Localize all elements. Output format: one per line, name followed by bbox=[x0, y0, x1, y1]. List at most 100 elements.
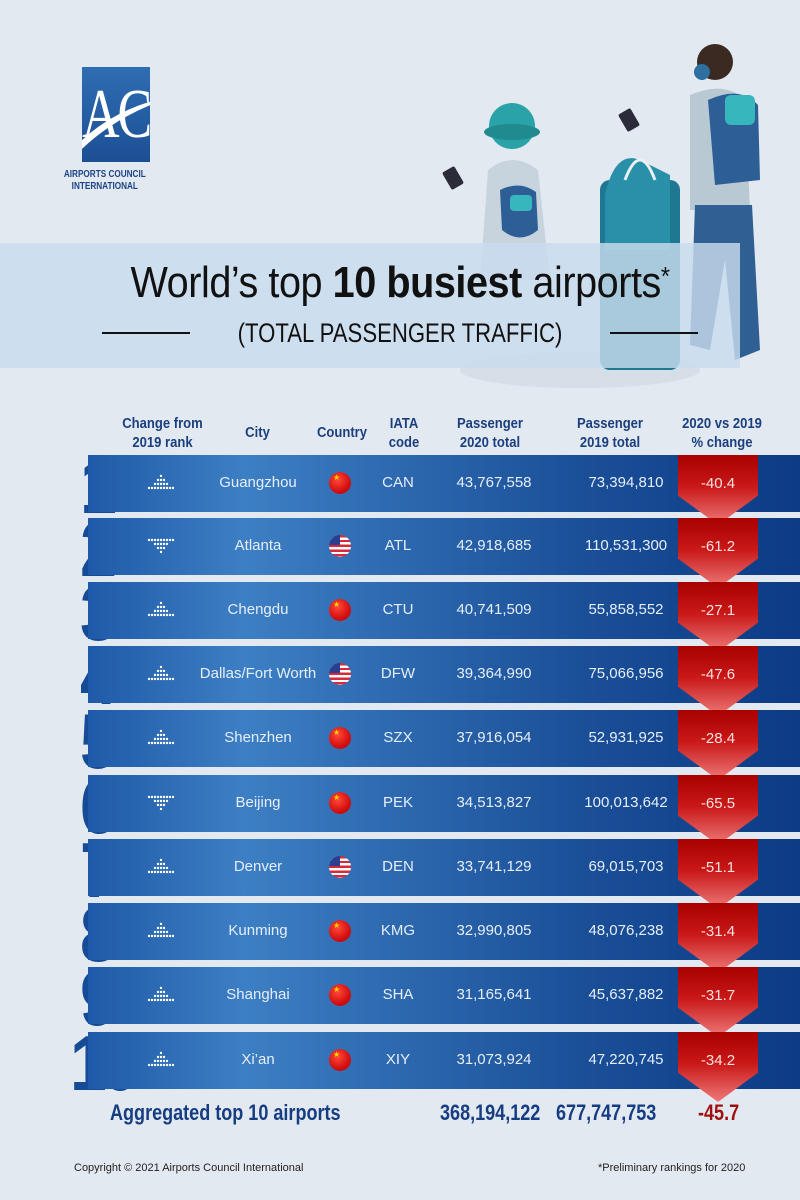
passengers-2020: 31,165,641 bbox=[456, 986, 532, 1003]
table-row: Dallas/Fort Worth DFW 39,364,990 75,066,956… bbox=[88, 646, 800, 716]
page-title: World’s top 10 busiest airports* bbox=[40, 258, 760, 308]
page-subtitle: (TOTAL PASSENGER TRAFFIC) bbox=[102, 313, 698, 353]
iata-code: CTU bbox=[382, 601, 414, 618]
city: Guangzhou bbox=[219, 474, 297, 491]
aci-logo: ACI bbox=[82, 67, 152, 163]
passengers-2019: 75,066,956 bbox=[588, 665, 664, 682]
passengers-2020: 33,741,129 bbox=[456, 858, 532, 875]
flag-cn-icon bbox=[329, 984, 351, 1006]
pct-change-down-arrow-icon: -31.4 bbox=[678, 903, 758, 973]
col-head-pct-line2: % change bbox=[691, 435, 753, 451]
table-row: Atlanta ATL 42,918,685 110,531,300 -61.2 bbox=[88, 518, 800, 588]
col-head-p2020-line2: 2020 total bbox=[459, 435, 521, 451]
subtitle-text: (TOTAL PASSENGER TRAFFIC) bbox=[237, 317, 563, 348]
pct-change-down-arrow-icon: -34.2 bbox=[678, 1032, 758, 1102]
title-bold: 10 busiest bbox=[332, 258, 523, 307]
col-head-p2019-line1: Passenger bbox=[576, 416, 644, 432]
city: Xi’an bbox=[241, 1051, 275, 1068]
subtitle-rule-left bbox=[102, 332, 190, 334]
flag-cn-icon bbox=[329, 792, 351, 814]
col-head-iata: IATA code bbox=[379, 415, 429, 453]
pct-change: -47.6 bbox=[700, 666, 736, 683]
flag-cn-icon bbox=[329, 1049, 351, 1071]
flag-us-icon bbox=[329, 663, 351, 685]
title-pre: World’s top bbox=[130, 258, 333, 307]
passengers-2019: 100,013,642 bbox=[584, 794, 668, 811]
rank-change-up-icon bbox=[146, 985, 176, 1005]
passengers-2020: 42,918,685 bbox=[456, 537, 532, 554]
logo-caption-line1: AIRPORTS COUNCIL bbox=[63, 168, 146, 180]
pct-change-down-arrow-icon: -27.1 bbox=[678, 582, 758, 652]
iata-code: CAN bbox=[382, 474, 414, 491]
pct-change-down-arrow-icon: -47.6 bbox=[678, 646, 758, 716]
city: Denver bbox=[233, 858, 283, 875]
iata-code: XIY bbox=[385, 1051, 411, 1068]
passengers-2020: 37,916,054 bbox=[456, 729, 532, 746]
rank-change-down-icon bbox=[146, 793, 176, 813]
passengers-2019: 52,931,925 bbox=[588, 729, 664, 746]
flag-us-icon bbox=[329, 535, 351, 557]
pct-change-down-arrow-icon: -65.5 bbox=[678, 775, 758, 845]
pct-change: -61.2 bbox=[700, 538, 736, 555]
iata-code: DEN bbox=[382, 858, 414, 875]
col-head-city: City bbox=[245, 425, 270, 441]
swoosh-icon bbox=[82, 101, 150, 149]
col-head-pct: 2020 vs 2019 % change bbox=[668, 415, 776, 453]
pct-change-down-arrow-icon: -31.7 bbox=[678, 967, 758, 1037]
rank-change-up-icon bbox=[146, 473, 176, 493]
table-row: Guangzhou CAN 43,767,558 73,394,810 -40.4 bbox=[88, 455, 800, 525]
aggregate-pct: -45.7 bbox=[698, 1100, 740, 1125]
passengers-2020: 39,364,990 bbox=[456, 665, 532, 682]
iata-code: DFW bbox=[380, 665, 416, 682]
pct-change-down-arrow-icon: -40.4 bbox=[678, 455, 758, 525]
passengers-2019: 48,076,238 bbox=[588, 922, 664, 939]
rank-change-up-icon bbox=[146, 664, 176, 684]
rank-change-up-icon bbox=[146, 921, 176, 941]
pct-change: -51.1 bbox=[700, 859, 736, 876]
table-row: Shenzhen SZX 37,916,054 52,931,925 -28.4 bbox=[88, 710, 800, 780]
aggregate-p2020: 368,194,122 bbox=[440, 1100, 541, 1125]
passengers-2020: 40,741,509 bbox=[456, 601, 532, 618]
iata-code: ATL bbox=[384, 537, 412, 554]
pct-change: -31.4 bbox=[700, 923, 736, 940]
passengers-2020: 32,990,805 bbox=[456, 922, 532, 939]
aci-logo-caption: AIRPORTS COUNCIL INTERNATIONAL bbox=[58, 168, 152, 192]
city: Shenzhen bbox=[224, 729, 292, 746]
flag-cn-icon bbox=[329, 727, 351, 749]
flag-cn-icon bbox=[329, 599, 351, 621]
rank-change-up-icon bbox=[146, 1050, 176, 1070]
rank-change-up-icon bbox=[146, 728, 176, 748]
city: Dallas/Fort Worth bbox=[199, 665, 317, 682]
logo-caption-line2: INTERNATIONAL bbox=[71, 180, 138, 192]
rank-change-up-icon bbox=[146, 857, 176, 877]
pct-change: -31.7 bbox=[700, 987, 736, 1004]
pct-change-down-arrow-icon: -28.4 bbox=[678, 710, 758, 780]
table-row: Shanghai SHA 31,165,641 45,637,882 -31.7 bbox=[88, 967, 800, 1037]
passengers-2019: 73,394,810 bbox=[588, 474, 664, 491]
table-row: Beijing PEK 34,513,827 100,013,642 -65.5 bbox=[88, 775, 800, 845]
col-head-p2019: Passenger 2019 total bbox=[565, 415, 655, 453]
pct-change-down-arrow-icon: -51.1 bbox=[678, 839, 758, 909]
col-head-pct-line1: 2020 vs 2019 bbox=[682, 416, 762, 432]
table-row: Denver DEN 33,741,129 69,015,703 -51.1 bbox=[88, 839, 800, 909]
iata-code: SHA bbox=[382, 986, 414, 1003]
table-row: Chengdu CTU 40,741,509 55,858,552 -27.1 bbox=[88, 582, 800, 652]
flag-us-icon bbox=[329, 856, 351, 878]
subtitle-rule-right bbox=[610, 332, 698, 334]
aci-logo-mark: ACI bbox=[82, 67, 150, 162]
col-head-p2020-line1: Passenger bbox=[456, 416, 524, 432]
rank-change-up-icon bbox=[146, 600, 176, 620]
travelers-illustration bbox=[442, 44, 760, 388]
rank-change-down-icon bbox=[146, 536, 176, 556]
col-head-change-line2: 2019 rank bbox=[132, 435, 193, 451]
footnote: *Preliminary rankings for 2020 bbox=[598, 1162, 746, 1174]
col-head-iata-line1: IATA bbox=[389, 416, 419, 432]
iata-code: SZX bbox=[383, 729, 413, 746]
pct-change: -27.1 bbox=[700, 602, 736, 619]
passengers-2020: 34,513,827 bbox=[456, 794, 532, 811]
passengers-2019: 55,858,552 bbox=[588, 601, 664, 618]
city: Kunming bbox=[228, 922, 288, 939]
col-head-p2019-line2: 2019 total bbox=[579, 435, 641, 451]
passengers-2020: 31,073,924 bbox=[456, 1051, 532, 1068]
passengers-2020: 43,767,558 bbox=[456, 474, 532, 491]
